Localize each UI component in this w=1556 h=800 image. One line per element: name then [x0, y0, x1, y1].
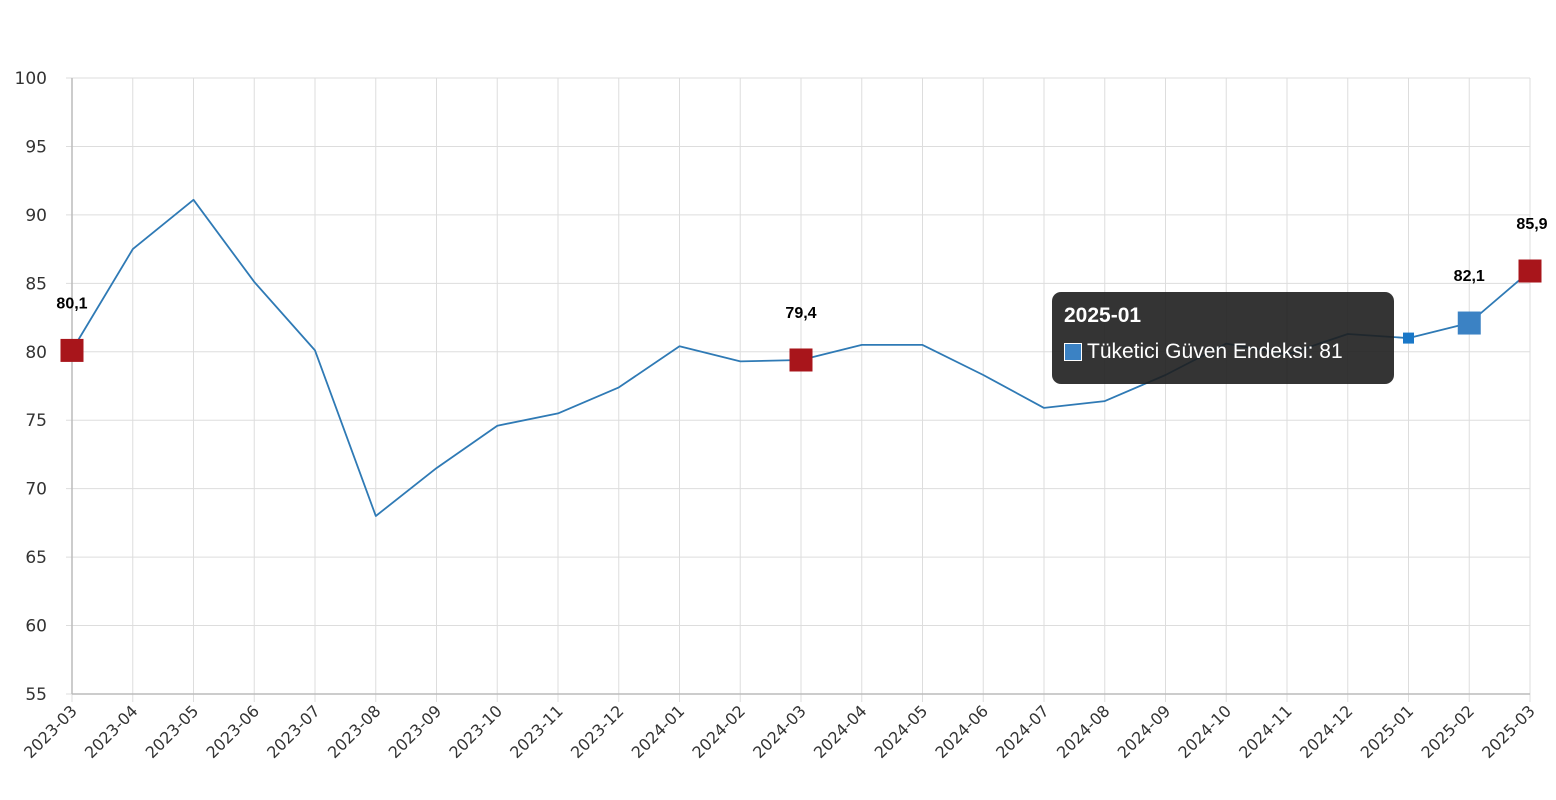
highlight-point-marker[interactable]	[789, 348, 813, 372]
x-tick-label: 2024-08	[1053, 701, 1114, 762]
x-tick-label: 2023-06	[202, 701, 263, 762]
tooltip-series-swatch	[1064, 343, 1082, 361]
tooltip-series-label: Tüketici Güven Endeksi: 81	[1087, 340, 1343, 363]
x-tick-label: 2025-01	[1357, 701, 1418, 762]
x-tick-label: 2024-05	[871, 701, 932, 762]
x-tick-label: 2023-12	[567, 701, 628, 762]
y-tick-label: 90	[25, 206, 47, 226]
highlight-point-marker[interactable]	[60, 338, 84, 362]
y-tick-label: 85	[25, 274, 47, 294]
x-tick-label: 2024-04	[810, 701, 871, 762]
data-label: 80,1	[56, 295, 87, 312]
data-label: 85,9	[1516, 216, 1547, 233]
tooltip: 2025-01 Tüketici Güven Endeksi: 81	[1052, 292, 1394, 384]
highlight-point-marker[interactable]	[1457, 311, 1481, 335]
tooltip-title: 2025-01	[1064, 304, 1142, 327]
x-tick-label: 2024-02	[688, 701, 749, 762]
y-tick-label: 65	[25, 548, 47, 568]
x-tick-label: 2025-03	[1478, 701, 1539, 762]
x-tick-label: 2024-07	[992, 701, 1053, 762]
x-tick-label: 2023-05	[142, 701, 203, 762]
x-tick-label: 2024-10	[1174, 701, 1235, 762]
x-tick-label: 2024-12	[1296, 701, 1357, 762]
x-tick-label: 2023-07	[263, 701, 324, 762]
y-tick-label: 95	[25, 137, 47, 157]
x-tick-label: 2025-02	[1417, 701, 1478, 762]
x-tick-label: 2024-03	[749, 701, 810, 762]
x-tick-label: 2023-10	[445, 701, 506, 762]
x-tick-label: 2023-08	[324, 701, 385, 762]
grid	[66, 77, 1531, 702]
x-tick-label: 2023-04	[81, 701, 142, 762]
tooltip-row: Tüketici Güven Endeksi: 81	[1064, 340, 1382, 364]
x-tick-label: 2024-06	[931, 701, 992, 762]
y-tick-label: 55	[25, 685, 47, 705]
data-label: 82,1	[1454, 268, 1485, 285]
data-labels: 80,1 79,4 82,1 85,9	[56, 216, 1547, 322]
data-label: 79,4	[785, 305, 816, 322]
y-tick-label: 70	[25, 480, 47, 500]
y-tick-label: 100	[15, 69, 47, 89]
x-tick-label: 2023-03	[20, 701, 81, 762]
markers[interactable]	[60, 259, 1542, 372]
y-tick-label: 60	[25, 617, 47, 637]
x-tick-label: 2023-11	[506, 701, 567, 762]
x-tick-label: 2024-11	[1235, 701, 1296, 762]
active-point-marker[interactable]	[1403, 332, 1414, 344]
x-tick-label: 2024-01	[628, 701, 689, 762]
highlight-point-marker[interactable]	[1518, 259, 1542, 283]
y-tick-label: 80	[25, 343, 47, 363]
x-tick-label: 2023-09	[385, 701, 446, 762]
y-tick-label: 75	[25, 411, 47, 431]
x-tick-label: 2024-09	[1114, 701, 1175, 762]
